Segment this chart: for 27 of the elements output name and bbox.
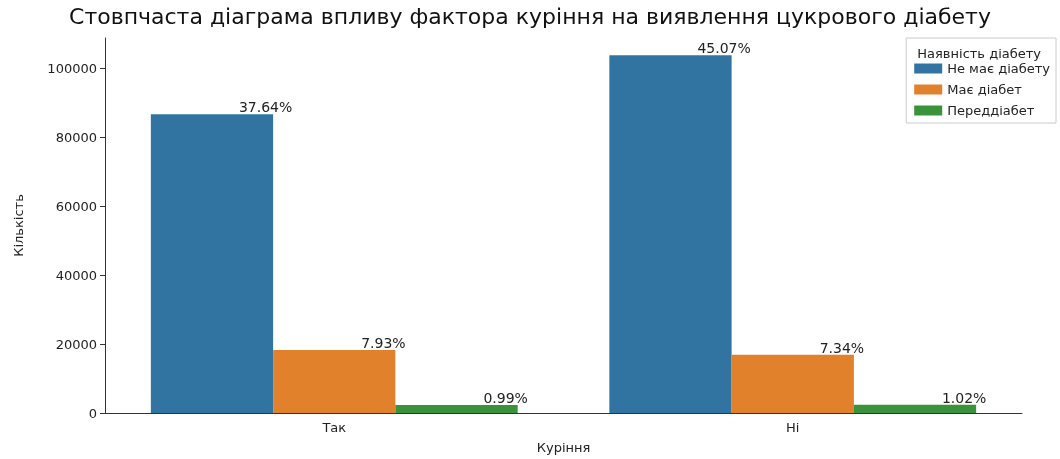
legend-label: Переддіабет (947, 103, 1035, 118)
y-tick-label: 20000 (55, 336, 97, 352)
chart-title: Стовпчаста діаграма впливу фактора куріння на виявлення цукрового діабету (69, 3, 991, 29)
bar (731, 354, 854, 413)
x-axis-title: Куріння (536, 440, 591, 455)
bar (273, 349, 396, 413)
y-tick-label: 80000 (55, 129, 97, 145)
bar (853, 404, 977, 413)
y-axis-title: Кількість (11, 194, 26, 257)
x-tick-label: Так (321, 420, 347, 435)
annotation: 0.99% (483, 390, 528, 407)
y-tick-label: 40000 (55, 267, 97, 283)
x-tick-label: Ні (786, 420, 800, 435)
annotation: 7.93% (361, 334, 406, 351)
annotation: 7.34% (819, 339, 865, 356)
legend-title: Наявність діабету (917, 46, 1042, 61)
annotation: 45.07% (697, 40, 751, 57)
y-tick-label: 0 (88, 405, 97, 421)
annotation: 1.02% (941, 389, 987, 406)
bar (150, 114, 274, 413)
legend-label: Не має діабету (947, 61, 1051, 76)
legend-label: Має діабет (947, 82, 1023, 97)
y-tick-label: 60000 (55, 198, 97, 214)
annotation: 37.64% (238, 99, 293, 116)
y-tick-label: 100000 (47, 60, 97, 76)
bar (395, 405, 518, 413)
bar (609, 55, 732, 413)
